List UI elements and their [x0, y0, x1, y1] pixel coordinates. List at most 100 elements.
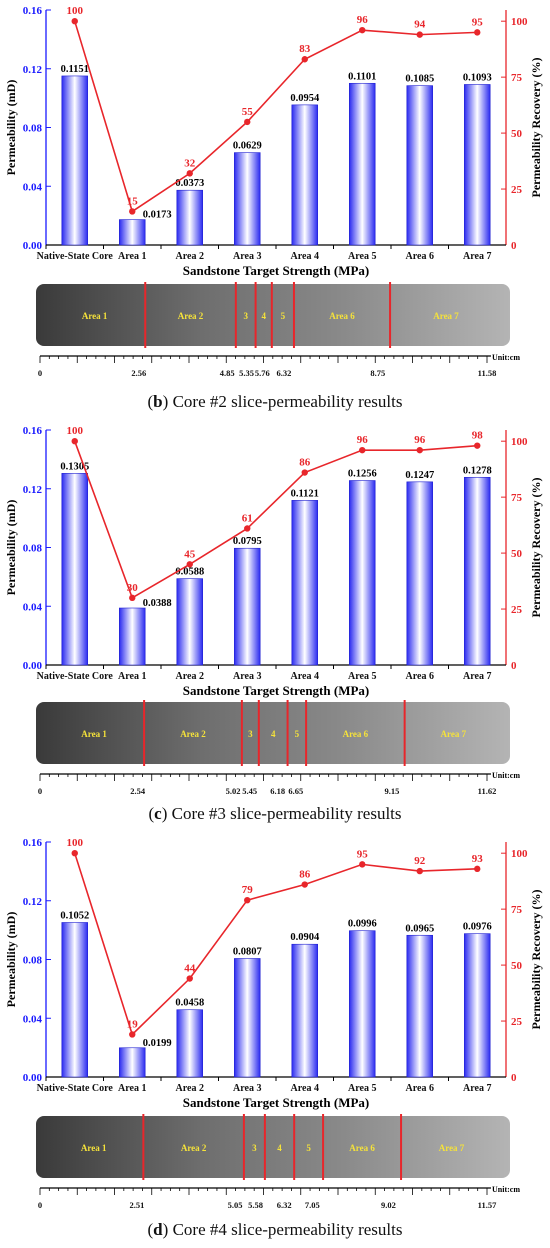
recovery-value-label: 79 [242, 884, 254, 896]
bar [406, 85, 433, 246]
y-tick-label: 0.04 [23, 181, 43, 193]
recovery-point [129, 208, 136, 215]
x-tick-label: Native-State Core [37, 1083, 114, 1094]
bar-value-label: 0.0996 [348, 919, 377, 930]
y-tick-label: 0.12 [23, 64, 43, 76]
recovery-value-label: 15 [127, 195, 139, 207]
recovery-point [474, 865, 481, 873]
x-tick-label: Area 1 [118, 671, 146, 682]
bar-value-label: 0.1256 [348, 469, 377, 480]
y2-tick-label: 100 [511, 848, 528, 860]
recovery-value-label: 100 [67, 837, 84, 849]
recovery-value-label: 86 [299, 869, 311, 881]
bar [119, 1047, 146, 1078]
ruler-tick-label: 2.54 [130, 786, 146, 796]
caption-core-4: (d) Core #4 slice-permeability results [147, 1220, 403, 1239]
bar-value-label: 0.0458 [175, 998, 204, 1009]
recovery-value-label: 96 [414, 434, 426, 446]
y2-tick-label: 25 [511, 184, 523, 196]
ruler-tick-label: 5.02 [226, 786, 241, 796]
recovery-value-label: 45 [184, 548, 196, 560]
core-area-label: 5 [281, 311, 286, 321]
recovery-point [244, 896, 251, 904]
bar [119, 219, 146, 246]
ruler-tick-label: 5.05 [228, 1200, 243, 1210]
chart-core-3: 0.00 0.04 0.08 0.12 0.16 0 25 50 75 100 Native-Sta… [4, 425, 543, 698]
ruler-tick-label: 5.58 [248, 1200, 263, 1210]
x-tick-label: Native-State Core [37, 251, 114, 262]
y2-tick-label: 25 [511, 1016, 523, 1028]
bar-value-label: 0.1121 [291, 488, 319, 499]
x-axis-title: Sandstone Target Strength (MPa) [183, 263, 369, 278]
core-sample [36, 284, 510, 346]
core-area-label: Area 2 [180, 729, 206, 739]
ruler-tick-label: 6.32 [277, 368, 292, 378]
ruler-tick-label: 11.62 [478, 786, 497, 796]
bar-value-label: 0.0954 [290, 93, 320, 104]
recovery-point [244, 525, 251, 532]
bar [176, 189, 203, 246]
recovery-value-label: 86 [299, 457, 311, 469]
y2-axis-title: Permeability Recovery (%) [529, 890, 543, 1030]
bar [464, 476, 491, 666]
recovery-point [71, 849, 78, 857]
y2-axis-title: Permeability Recovery (%) [529, 58, 543, 198]
y2-tick-label: 0 [511, 1072, 517, 1084]
bar [119, 607, 146, 666]
y-axis-title: Permeability (mD) [4, 912, 18, 1008]
y2-tick-label: 100 [511, 436, 528, 448]
ruler-unit-label: Unit:cm [492, 771, 520, 780]
x-tick-label: Area 4 [291, 671, 319, 682]
core-area-label: 3 [243, 311, 248, 321]
recovery-value-label: 19 [127, 1018, 139, 1030]
y-tick-label: 0.16 [23, 837, 43, 849]
x-tick-label: Area 5 [348, 671, 376, 682]
x-tick-label: Area 2 [176, 1083, 204, 1094]
recovery-line [73, 20, 478, 213]
x-tick-label: Area 5 [348, 251, 376, 262]
core-area-label: 4 [261, 311, 266, 321]
x-tick-label: Area 3 [233, 671, 261, 682]
bar [291, 943, 318, 1078]
core-area-label: 4 [277, 1143, 282, 1153]
ruler-tick-label: 9.02 [381, 1200, 396, 1210]
bar-value-label: 0.1151 [61, 64, 89, 75]
recovery-value-label: 92 [414, 855, 426, 867]
core-area-label: 3 [248, 729, 253, 739]
ruler-tick-label: 6.18 [270, 786, 285, 796]
y-tick-label: 0.04 [23, 601, 43, 613]
panel-core-3: 0.00 0.04 0.08 0.12 0.16 0 25 50 75 100 Native-Sta… [0, 420, 550, 832]
bar-value-label: 0.0976 [463, 922, 492, 933]
y-tick-label: 0.00 [23, 660, 43, 672]
y2-tick-label: 100 [511, 16, 528, 28]
y-tick-label: 0.00 [23, 240, 43, 252]
y-tick-label: 0.08 [23, 955, 43, 967]
ruler-tick-label: 7.05 [305, 1200, 320, 1210]
bar-value-label: 0.1247 [405, 470, 434, 481]
core-sample [36, 702, 510, 764]
bar-value-label: 0.0388 [143, 598, 172, 609]
core-photo-core-2: Area 1 Area 2 3 4 5 Area 6 Area 7 0 2.56 4.85 5.35… [36, 282, 520, 378]
ruler-tick-label: 5.35 [239, 368, 254, 378]
core-area-label: 4 [271, 729, 276, 739]
y-tick-label: 0.04 [23, 1013, 43, 1025]
recovery-point [129, 594, 136, 602]
ruler-tick-label: 2.51 [130, 1200, 145, 1210]
recovery-value-label: 95 [357, 848, 369, 860]
x-tick-label: Area 3 [233, 251, 261, 262]
x-tick-label: Area 7 [463, 1083, 491, 1094]
recovery-value-label: 55 [242, 106, 254, 118]
recovery-value-label: 30 [127, 582, 139, 594]
recovery-value-label: 96 [357, 434, 369, 446]
y-tick-label: 0.16 [23, 5, 43, 17]
core-area-label: 5 [306, 1143, 311, 1153]
x-axis-title: Sandstone Target Strength (MPa) [183, 1095, 369, 1110]
core-area-label: Area 6 [349, 1143, 375, 1153]
bar [234, 152, 261, 246]
recovery-point [301, 56, 308, 63]
bar-value-label: 0.1093 [463, 72, 492, 83]
recovery-value-label: 95 [472, 16, 484, 28]
x-tick-label: Area 5 [348, 1083, 376, 1094]
x-tick-label: Area 6 [406, 251, 434, 262]
y-axis-title: Permeability (mD) [4, 80, 18, 176]
